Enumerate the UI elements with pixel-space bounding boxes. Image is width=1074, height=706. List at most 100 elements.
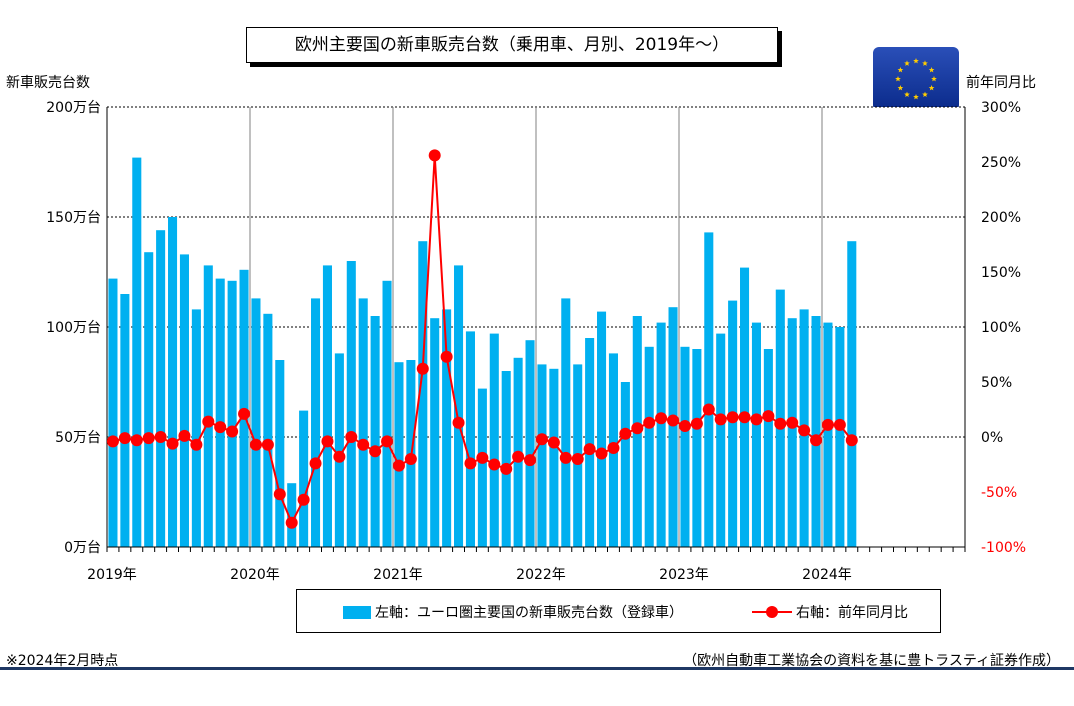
bar <box>215 278 225 547</box>
bar <box>549 368 559 547</box>
bar <box>251 298 261 547</box>
legend-line-swatch <box>752 605 792 619</box>
bar <box>823 322 833 547</box>
yoy-point <box>655 412 668 425</box>
footnote-date: ※2024年2月時点 <box>6 653 119 669</box>
left-tick-label: 50万台 <box>55 430 101 446</box>
x-tick-label: 2023年 <box>659 567 709 583</box>
yoy-point <box>440 350 453 363</box>
bar <box>454 265 464 547</box>
yoy-point <box>226 425 239 438</box>
bar <box>716 333 726 547</box>
yoy-point <box>285 516 298 529</box>
yoy-point <box>345 431 358 443</box>
flag-star-icon <box>904 60 910 66</box>
yoy-point <box>476 451 489 464</box>
bar <box>811 316 821 547</box>
x-tick-label: 2021年 <box>373 567 423 583</box>
eu-flag-icon <box>873 47 959 111</box>
yoy-point <box>118 432 131 445</box>
bar <box>120 294 130 547</box>
bar <box>430 318 440 547</box>
bar <box>728 300 738 547</box>
bar <box>394 362 404 547</box>
yoy-point <box>535 433 548 446</box>
bar <box>227 280 237 547</box>
bar <box>561 298 571 547</box>
bar <box>203 265 213 547</box>
bar <box>465 331 475 547</box>
yoy-point <box>106 435 119 448</box>
yoy-point <box>154 431 167 443</box>
right-tick-label: 300% <box>981 100 1021 116</box>
bar <box>179 254 189 547</box>
bar <box>144 252 154 547</box>
bar <box>382 280 392 547</box>
yoy-point <box>583 443 596 456</box>
yoy-point <box>178 429 191 442</box>
bar <box>489 333 499 547</box>
flag-star-icon <box>922 91 928 98</box>
bar <box>311 298 321 547</box>
yoy-point <box>261 438 274 451</box>
flag-star-icon <box>922 60 928 66</box>
yoy-point <box>595 447 608 460</box>
yoy-point <box>810 434 823 447</box>
yoy-point <box>786 416 799 429</box>
yoy-point <box>500 462 513 475</box>
yoy-point <box>833 418 846 431</box>
yoy-point <box>392 459 405 472</box>
chart-legend: 左軸：ユーロ圏主要国の新車販売台数（登録車） 右軸：前年同月比 <box>296 589 941 633</box>
yoy-point <box>702 403 715 416</box>
source-note: （欧州自動車工業協会の資料を基に豊トラスティ証券作成） <box>683 653 1060 669</box>
yoy-point <box>631 422 644 435</box>
yoy-point <box>190 438 203 451</box>
yoy-point <box>309 457 322 470</box>
bar <box>597 311 607 547</box>
flag-star-icon <box>913 58 919 64</box>
yoy-point <box>619 427 632 440</box>
bar <box>787 318 797 547</box>
bottom-divider <box>0 667 1074 670</box>
bar <box>322 265 332 547</box>
bar <box>156 230 166 547</box>
yoy-point <box>321 435 334 448</box>
right-axis-title: 前年同月比 <box>966 75 1036 91</box>
yoy-point <box>452 416 465 429</box>
flag-star-icon <box>895 76 901 82</box>
yoy-point <box>202 415 215 428</box>
bar <box>442 309 452 547</box>
right-tick-label: -100% <box>981 540 1026 556</box>
yoy-point <box>845 434 858 447</box>
flag-star-icon <box>913 94 919 100</box>
yoy-point <box>512 450 525 463</box>
bar <box>680 346 690 547</box>
bar <box>501 371 511 547</box>
x-tick-label: 2024年 <box>802 567 852 583</box>
bar <box>763 349 773 547</box>
x-tick-label: 2020年 <box>230 567 280 583</box>
yoy-point <box>166 437 179 450</box>
yoy-point <box>571 453 584 465</box>
yoy-point <box>559 451 572 464</box>
flag-star-icon <box>904 91 910 98</box>
yoy-point <box>714 413 727 426</box>
flag-star-icon <box>928 85 935 91</box>
bar <box>346 261 356 547</box>
bar <box>477 388 487 547</box>
bar <box>537 364 547 547</box>
yoy-point <box>488 458 501 471</box>
legend-line-label: 右軸：前年同月比 <box>796 605 908 621</box>
yoy-point <box>238 407 251 420</box>
bar <box>692 349 702 547</box>
yoy-point <box>798 424 811 437</box>
flag-star-icon <box>897 85 904 91</box>
right-tick-label: 250% <box>981 155 1021 171</box>
bar <box>418 241 428 547</box>
flag-star-icon <box>897 67 904 73</box>
bar <box>525 340 535 547</box>
left-tick-label: 150万台 <box>46 210 101 226</box>
chart-title: 欧州主要国の新車販売台数（乗用車、月別、2019年～） <box>246 27 778 63</box>
yoy-point <box>547 436 560 449</box>
